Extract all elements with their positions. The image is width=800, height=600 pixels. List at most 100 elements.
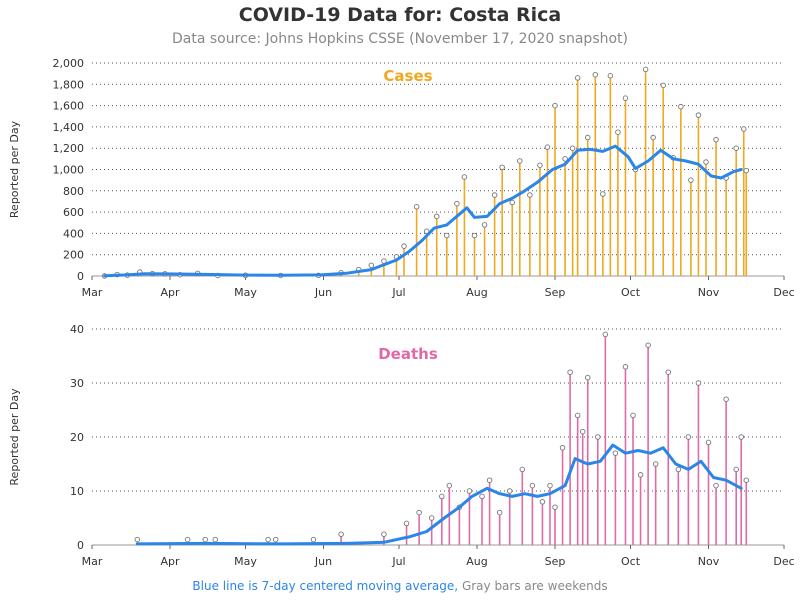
cases-bar-marker xyxy=(622,95,629,101)
cases-bar-marker xyxy=(544,144,551,150)
cases-ytick-label: 1,800 xyxy=(53,78,85,91)
cases-bar-marker xyxy=(600,191,606,197)
deaths-bar-marker xyxy=(310,536,317,543)
cases-bar-marker xyxy=(481,222,488,228)
deaths-bar-marker xyxy=(381,531,387,537)
deaths-bar-marker xyxy=(506,488,513,494)
cases-bar-marker xyxy=(444,232,450,239)
cases-ytick-label: 200 xyxy=(63,249,84,262)
cases-ytick-label: 0 xyxy=(77,270,84,283)
deaths-panel-title: Deaths xyxy=(378,345,438,363)
deaths-bar-marker xyxy=(738,434,744,440)
deaths-bar-marker xyxy=(272,536,279,543)
deaths-bar-marker xyxy=(202,536,208,543)
deaths-bar-marker xyxy=(134,536,141,543)
deaths-ytick-label: 10 xyxy=(70,485,84,498)
cases-bar-marker xyxy=(615,129,621,135)
cases-ylabel: Reported per Day xyxy=(8,120,21,218)
cases-bar-marker xyxy=(552,102,558,109)
deaths-bar-marker xyxy=(645,342,651,348)
footer-weekend-note: Gray bars are weekends xyxy=(461,579,608,593)
deaths-xtick-label: Aug xyxy=(466,555,487,568)
cases-xtick-label: Mar xyxy=(82,286,103,299)
cases-ytick-label: 1,200 xyxy=(53,142,85,155)
deaths-xtick-label: Oct xyxy=(621,555,641,568)
deaths-bar-marker xyxy=(479,493,485,500)
cases-bar-marker xyxy=(650,134,656,141)
deaths-bar-marker xyxy=(519,466,526,473)
cases-bar-marker xyxy=(562,156,568,162)
cases-bar-marker xyxy=(688,177,694,183)
deaths-ylabel: Reported per Day xyxy=(8,388,21,486)
deaths-xtick-label: Mar xyxy=(82,555,103,568)
cases-bar-marker xyxy=(499,164,505,171)
deaths-bar-marker xyxy=(705,439,712,446)
deaths-bar-marker xyxy=(612,450,619,456)
cases-ytick-label: 2,000 xyxy=(53,57,85,70)
cases-panel-title: Cases xyxy=(383,67,432,85)
cases-bar-marker xyxy=(461,174,468,180)
page-subtitle: Data source: Johns Hopkins CSSE (Novembe… xyxy=(171,31,628,47)
deaths-bar-marker xyxy=(602,331,609,338)
deaths-xtick-label: Jul xyxy=(391,555,405,568)
cases-bar-marker xyxy=(413,204,420,210)
cases-bar-marker xyxy=(642,66,649,73)
deaths-bar-marker xyxy=(439,493,445,500)
cases-bar-marker xyxy=(527,192,533,198)
cases-bar-marker xyxy=(537,162,543,168)
cases-bar-marker xyxy=(569,145,576,151)
deaths-bar-marker xyxy=(466,488,473,494)
cases-xtick-label: Apr xyxy=(160,286,180,299)
page-title: COVID-19 Data for: Costa Rica xyxy=(238,4,562,26)
deaths-bar-marker xyxy=(547,482,553,489)
cases-moving-average-line xyxy=(103,144,743,278)
footer-average-note: Blue line is 7-day centered moving avera… xyxy=(192,579,459,593)
cases-bar-marker xyxy=(401,243,407,249)
deaths-bar-marker xyxy=(675,466,682,473)
deaths-xtick-label: Dec xyxy=(773,555,794,568)
deaths-bar-marker xyxy=(713,482,719,489)
cases-xtick-label: Sep xyxy=(545,286,566,299)
cases-bar-marker xyxy=(660,82,666,89)
deaths-bar-marker xyxy=(529,482,536,489)
deaths-moving-average-line xyxy=(135,443,743,546)
deaths-bar-marker xyxy=(446,482,453,489)
deaths-bar-marker xyxy=(595,434,601,440)
cases-bar-marker xyxy=(713,136,719,143)
deaths-bar-marker xyxy=(637,472,644,478)
cases-bar-marker xyxy=(584,134,591,141)
deaths-bar-marker xyxy=(567,369,573,375)
cases-xtick-label: May xyxy=(234,286,257,299)
deaths-bar-marker xyxy=(416,509,422,516)
deaths-bar-marker xyxy=(630,412,636,419)
deaths-bar-marker xyxy=(665,369,671,375)
cases-bar-marker xyxy=(740,126,747,132)
cases-ytick-label: 1,000 xyxy=(53,164,85,177)
deaths-ytick-label: 40 xyxy=(70,323,84,336)
cases-bar-marker xyxy=(471,232,478,239)
cases-bar-marker xyxy=(454,200,460,207)
deaths-bar-marker xyxy=(428,515,435,521)
cases-xtick-label: Aug xyxy=(466,286,487,299)
deaths-bar-marker xyxy=(743,477,750,483)
cases-bar-marker xyxy=(509,199,515,206)
deaths-bar-marker xyxy=(559,445,566,451)
deaths-xtick-label: Apr xyxy=(160,555,180,568)
cases-ytick-label: 1,400 xyxy=(53,121,85,134)
cases-ytick-label: 1,600 xyxy=(53,100,85,113)
cases-bar-marker xyxy=(491,192,498,198)
deaths-bar-marker xyxy=(579,428,586,435)
deaths-bar-marker xyxy=(539,499,546,505)
footer-note: Blue line is 7-day centered moving avera… xyxy=(0,579,800,593)
deaths-bar-marker xyxy=(552,504,558,510)
deaths-ytick-label: 30 xyxy=(70,377,84,390)
cases-bar-marker xyxy=(607,73,614,79)
cases-xtick-label: Nov xyxy=(698,286,720,299)
cases-bar-marker xyxy=(678,103,684,110)
cases-ytick-label: 600 xyxy=(63,206,84,219)
cases-bar-marker xyxy=(743,167,750,174)
deaths-bar-marker xyxy=(584,374,591,381)
deaths-bar-marker xyxy=(496,509,503,516)
cases-xtick-label: Dec xyxy=(773,286,794,299)
deaths-xtick-label: Jun xyxy=(314,555,332,568)
